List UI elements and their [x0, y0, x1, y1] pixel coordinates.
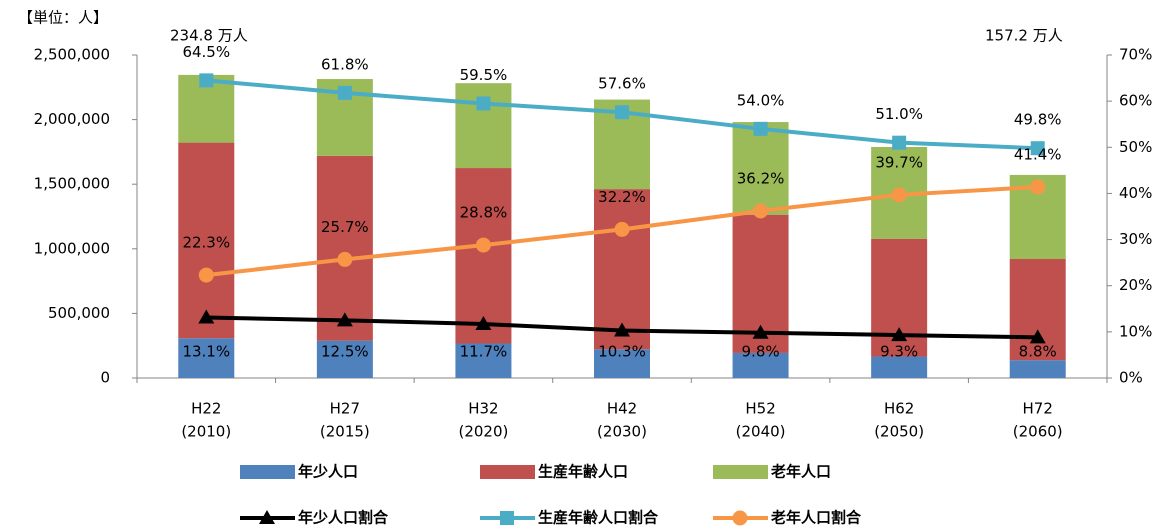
data-label: 13.1%	[182, 343, 230, 361]
legend-label: 生産年齢人口割合	[538, 509, 659, 527]
x-tick-label: (2060)	[1013, 423, 1063, 441]
line-marker	[753, 203, 769, 219]
data-label: 51.0%	[875, 105, 923, 123]
data-label: 41.4%	[1014, 145, 1062, 163]
bar-segment	[732, 122, 789, 215]
total-note: 234.8 万人	[170, 27, 248, 45]
bar-segment	[455, 83, 512, 169]
data-label: 32.2%	[598, 188, 646, 206]
data-label: 9.3%	[880, 343, 918, 361]
y2-tick-label: 0%	[1119, 369, 1143, 387]
line-marker	[1030, 141, 1045, 156]
y2-tick-label: 20%	[1119, 276, 1152, 294]
line-marker	[752, 324, 769, 339]
data-label: 36.2%	[737, 169, 785, 187]
x-tick-label: (2050)	[874, 423, 924, 441]
line-marker	[198, 309, 215, 324]
data-label: 11.7%	[460, 343, 508, 361]
y-tick-label: 1,000,000	[34, 239, 110, 257]
legend-marker	[732, 510, 748, 526]
line-marker	[337, 85, 352, 100]
data-label: 39.7%	[875, 153, 923, 171]
line-marker	[753, 121, 768, 136]
bar-segment	[871, 356, 928, 378]
bar-segment	[594, 349, 650, 378]
line-marker	[614, 221, 630, 237]
line-marker	[614, 322, 630, 337]
legend-swatch	[713, 465, 768, 479]
legend-swatch	[240, 465, 295, 479]
y2-tick-label: 60%	[1119, 92, 1152, 110]
bar-segment	[316, 155, 373, 341]
bar-segment	[455, 343, 512, 378]
bar-segment	[178, 338, 235, 378]
legend-label: 老年人口割合	[770, 509, 862, 527]
y-tick-label: 1,500,000	[34, 175, 110, 193]
data-label: 25.7%	[321, 218, 369, 236]
line-marker	[1030, 179, 1046, 195]
legend-label: 年少人口	[298, 463, 358, 481]
data-label: 28.8%	[460, 204, 508, 222]
x-tick-label: H62	[884, 400, 914, 418]
data-label: 22.3%	[182, 234, 230, 252]
y-tick-label: 500,000	[48, 304, 110, 322]
line-marker	[615, 105, 629, 120]
legend-marker	[259, 510, 275, 524]
legend-marker	[500, 511, 514, 525]
legend-label: 生産年齢人口	[538, 463, 628, 481]
x-tick-label: H22	[191, 400, 221, 418]
x-tick-label: (2020)	[458, 423, 508, 441]
x-tick-label: (2015)	[320, 423, 370, 441]
y2-tick-label: 30%	[1119, 230, 1152, 248]
x-tick-label: H72	[1023, 400, 1053, 418]
y2-tick-label: 10%	[1119, 322, 1152, 340]
data-label: 59.5%	[460, 66, 508, 84]
y2-tick-label: 70%	[1119, 46, 1152, 64]
data-label: 10.3%	[598, 343, 646, 361]
bar-segment	[732, 352, 789, 378]
line-marker	[476, 96, 491, 111]
x-tick-label: H27	[330, 400, 360, 418]
bar-segment	[1009, 360, 1066, 378]
line-marker	[892, 135, 907, 150]
x-tick-label: (2010)	[181, 423, 231, 441]
data-label: 54.0%	[737, 91, 785, 109]
bar-segment	[178, 142, 235, 339]
line-marker	[475, 316, 492, 331]
data-label: 12.5%	[321, 343, 369, 361]
legend-swatch	[480, 465, 535, 479]
total-note: 157.2 万人	[985, 27, 1063, 45]
line-marker	[891, 187, 907, 203]
x-tick-label: H42	[607, 400, 637, 418]
line-marker	[475, 237, 491, 253]
data-label: 64.5%	[182, 43, 230, 61]
legend-label: 老年人口	[770, 463, 831, 481]
y-tick-label: 0	[100, 369, 110, 387]
data-label: 57.6%	[598, 75, 646, 93]
legend-label: 年少人口割合	[298, 509, 389, 527]
line-marker	[199, 73, 214, 88]
y2-tick-label: 40%	[1119, 184, 1152, 202]
x-tick-label: H32	[468, 400, 498, 418]
line-marker	[891, 327, 908, 342]
data-label: 61.8%	[321, 55, 369, 73]
bar-segment	[316, 340, 373, 378]
bar-segment	[455, 168, 512, 344]
y-tick-label: 2,500,000	[34, 46, 110, 64]
x-tick-label: (2040)	[736, 423, 786, 441]
line-marker	[198, 267, 214, 283]
unit-note: 【単位：人】	[18, 9, 108, 27]
data-label: 9.8%	[742, 343, 780, 361]
line-marker	[337, 251, 353, 267]
y-tick-label: 2,000,000	[34, 110, 110, 128]
line-marker	[336, 312, 353, 327]
x-tick-label: (2030)	[597, 423, 647, 441]
data-label: 49.8%	[1014, 111, 1062, 129]
line-marker	[1029, 329, 1046, 344]
x-tick-label: H52	[745, 400, 775, 418]
data-label: 8.8%	[1019, 343, 1057, 361]
y2-tick-label: 50%	[1119, 138, 1152, 156]
